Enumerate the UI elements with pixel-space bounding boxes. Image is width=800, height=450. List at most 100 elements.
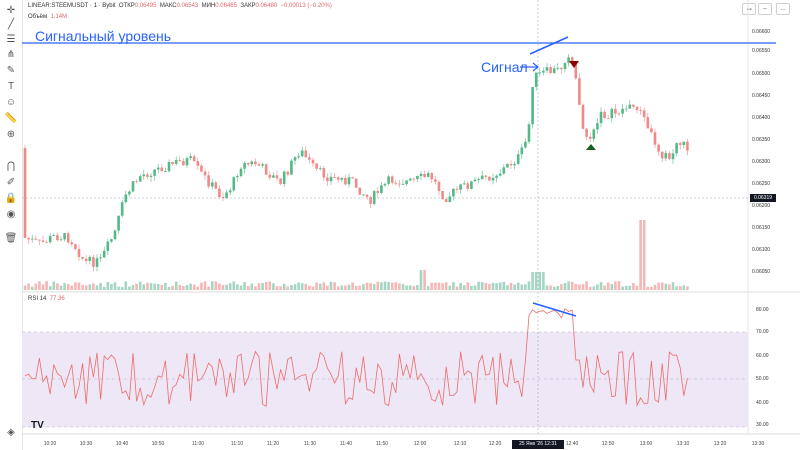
- trash-icon[interactable]: 🗑: [4, 233, 18, 244]
- volume-bar: [653, 284, 657, 290]
- volume-bar: [250, 283, 254, 290]
- tradingview-logo-icon[interactable]: TV: [31, 420, 44, 431]
- price-tick: 0.06550: [752, 48, 771, 54]
- candle-body: [250, 161, 254, 165]
- candle-body: [380, 185, 383, 194]
- scale-icon[interactable]: ⇔: [758, 3, 772, 15]
- time-tick: 10:40: [115, 441, 129, 447]
- emoji-icon[interactable]: ☺: [5, 97, 17, 108]
- volume-bar: [524, 284, 527, 290]
- volume-label[interactable]: Объём: [28, 14, 48, 20]
- candle-body: [671, 153, 675, 160]
- lock-drawings-icon[interactable]: ✐: [6, 177, 16, 188]
- volume-bar: [272, 283, 275, 290]
- volume-value: 1.14M: [50, 14, 68, 20]
- candle-body: [434, 179, 437, 182]
- candle-body: [549, 67, 552, 74]
- time-tick: 10:50: [151, 441, 165, 447]
- volume-bar: [516, 282, 520, 290]
- candle-body: [664, 153, 668, 159]
- candle-body: [448, 196, 452, 203]
- volume-bar: [38, 281, 41, 290]
- volume-bar: [88, 284, 92, 290]
- volume-bar: [282, 283, 286, 290]
- rsi-tick: 30.00: [756, 422, 769, 428]
- candle-body: [275, 175, 279, 179]
- brush-icon[interactable]: ✎: [6, 65, 16, 76]
- volume-bar: [668, 284, 671, 290]
- volume-bar: [99, 283, 102, 290]
- volume-bar: [333, 282, 336, 290]
- volume-bar: [430, 282, 434, 290]
- candle-body: [146, 174, 149, 177]
- volume-bar: [138, 281, 142, 290]
- volume-bar: [52, 281, 56, 290]
- ruler-icon[interactable]: 📏: [4, 113, 18, 124]
- eye-icon[interactable]: ◉: [6, 209, 16, 220]
- candle-body: [462, 183, 466, 185]
- magnet-icon[interactable]: ⋂: [6, 161, 16, 172]
- candle-body: [232, 177, 236, 191]
- candle-body: [84, 258, 88, 261]
- layers-icon[interactable]: ◈: [7, 427, 15, 438]
- volume-bar: [124, 281, 128, 290]
- trend-line-icon[interactable]: ╱: [7, 19, 15, 30]
- volume-bar: [549, 285, 552, 290]
- drawing-toolbar: ✛ ╱ ☰ ⋔ ✎ T ☺ 📏 ⊕ ⋂ ✐ 🔒 ◉ 🗑 ◈: [0, 0, 23, 450]
- volume-bar: [470, 285, 473, 290]
- volume-bar: [563, 282, 567, 290]
- horizontal-lines-icon[interactable]: ☰: [6, 34, 16, 45]
- candle-body: [581, 104, 585, 129]
- price-tick: 0.06250: [752, 181, 771, 187]
- volume-bar: [48, 286, 52, 290]
- candle-body: [531, 86, 534, 125]
- crosshair-icon[interactable]: ✛: [6, 5, 16, 16]
- volume-bar: [491, 282, 495, 290]
- candle-body: [113, 230, 117, 240]
- candle-body: [63, 233, 66, 240]
- volume-bar: [279, 286, 282, 290]
- candle-body: [77, 249, 81, 258]
- candle-body: [218, 188, 221, 197]
- volume-bar: [160, 284, 164, 290]
- volume-bar: [351, 282, 354, 290]
- fork-icon[interactable]: ⋔: [6, 49, 16, 60]
- rsi-tick: 50.00: [756, 376, 769, 382]
- candle-body: [196, 161, 200, 166]
- volume-bar: [639, 220, 642, 290]
- rsi-label[interactable]: RSI 14: [28, 296, 47, 302]
- zoom-icon[interactable]: ⊕: [6, 129, 16, 140]
- close-label: ЗАКР: [240, 3, 256, 9]
- volume-legend: Объём 1.14M: [28, 14, 67, 20]
- symbol-legend: LINEAR:STEEMUSDT · 1 · Bybit ОТКР0.06495…: [28, 3, 332, 9]
- candle-body: [578, 78, 581, 105]
- symbol-title[interactable]: LINEAR:STEEMUSDT · 1 · Bybit: [28, 3, 116, 9]
- volume-bar: [293, 284, 297, 290]
- rsi-tick: 60.00: [756, 353, 769, 359]
- volume-bar: [207, 286, 210, 290]
- back-icon[interactable]: ↤: [742, 3, 756, 15]
- candle-body: [552, 68, 556, 74]
- volume-bar: [257, 283, 261, 290]
- text-icon[interactable]: T: [7, 81, 15, 92]
- volume-bar: [264, 281, 268, 290]
- volume-bar: [686, 286, 689, 290]
- candle-body: [124, 194, 128, 203]
- candle-body: [675, 143, 678, 154]
- volume-bar: [387, 282, 390, 290]
- settings-icon[interactable]: …: [776, 3, 790, 15]
- candle-body: [394, 182, 398, 184]
- price-tick: 0.06350: [752, 137, 771, 143]
- candle-body: [92, 257, 95, 267]
- candle-body: [358, 187, 362, 195]
- candle-body: [27, 237, 30, 240]
- candle-body: [52, 235, 56, 236]
- lock-icon[interactable]: 🔒: [4, 193, 18, 204]
- candle-body: [120, 202, 124, 216]
- volume-bar: [200, 282, 203, 290]
- volume-bar: [362, 284, 365, 290]
- volume-bar: [95, 285, 99, 290]
- volume-bar: [286, 286, 290, 290]
- candle-body: [383, 183, 387, 186]
